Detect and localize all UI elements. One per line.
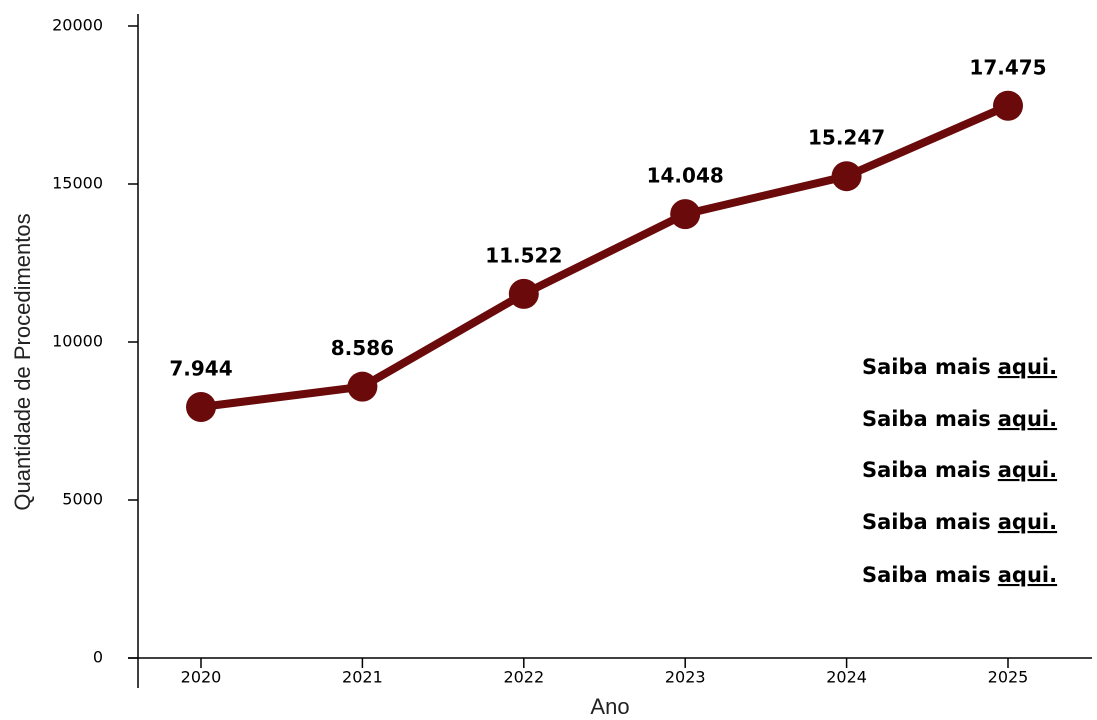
x-axis-title: Ano (590, 694, 629, 719)
data-point (508, 278, 539, 309)
data-point (347, 371, 378, 402)
link[interactable]: aqui. (998, 563, 1057, 587)
data-label: 14.048 (647, 164, 724, 188)
data-label: 15.247 (808, 126, 885, 150)
data-label: 17.475 (969, 55, 1046, 79)
data-point (670, 199, 701, 230)
link[interactable]: aqui. (998, 355, 1057, 379)
link[interactable]: aqui. (998, 458, 1057, 482)
link-row: Saiba mais aqui. (862, 458, 1057, 482)
link-prefix: Saiba mais (862, 458, 991, 482)
link-prefix: Saiba mais (862, 510, 991, 534)
link[interactable]: aqui. (998, 407, 1057, 431)
link-prefix: Saiba mais (862, 407, 991, 431)
y-axis-title: Quantidade de Procedimentos (10, 213, 35, 510)
y-tick-label: 15000 (52, 174, 103, 193)
x-tick-label: 2022 (503, 668, 544, 687)
x-tick-label: 2025 (988, 668, 1029, 687)
data-point (993, 90, 1023, 121)
y-tick-label: 0 (93, 648, 103, 667)
data-label: 7.944 (169, 356, 232, 380)
y-tick-label: 5000 (62, 490, 103, 509)
y-tick-label: 10000 (52, 332, 103, 351)
data-label: 8.586 (331, 336, 394, 360)
y-tick-label: 20000 (52, 16, 103, 35)
data-point (831, 161, 862, 192)
link-row: Saiba mais aqui. (862, 407, 1057, 431)
data-point (186, 391, 216, 422)
link-row: Saiba mais aqui. (862, 510, 1057, 534)
x-tick-label: 2024 (826, 668, 867, 687)
x-tick-label: 2021 (342, 668, 383, 687)
link-row: Saiba mais aqui. (862, 563, 1057, 587)
link-prefix: Saiba mais (862, 563, 991, 587)
data-label: 11.522 (485, 243, 562, 267)
link[interactable]: aqui. (998, 510, 1057, 534)
x-tick-label: 2023 (665, 668, 706, 687)
link-prefix: Saiba mais (862, 355, 991, 379)
x-tick-label: 2020 (181, 668, 222, 687)
link-row: Saiba mais aqui. (862, 355, 1057, 379)
data-line (200, 102, 1010, 411)
